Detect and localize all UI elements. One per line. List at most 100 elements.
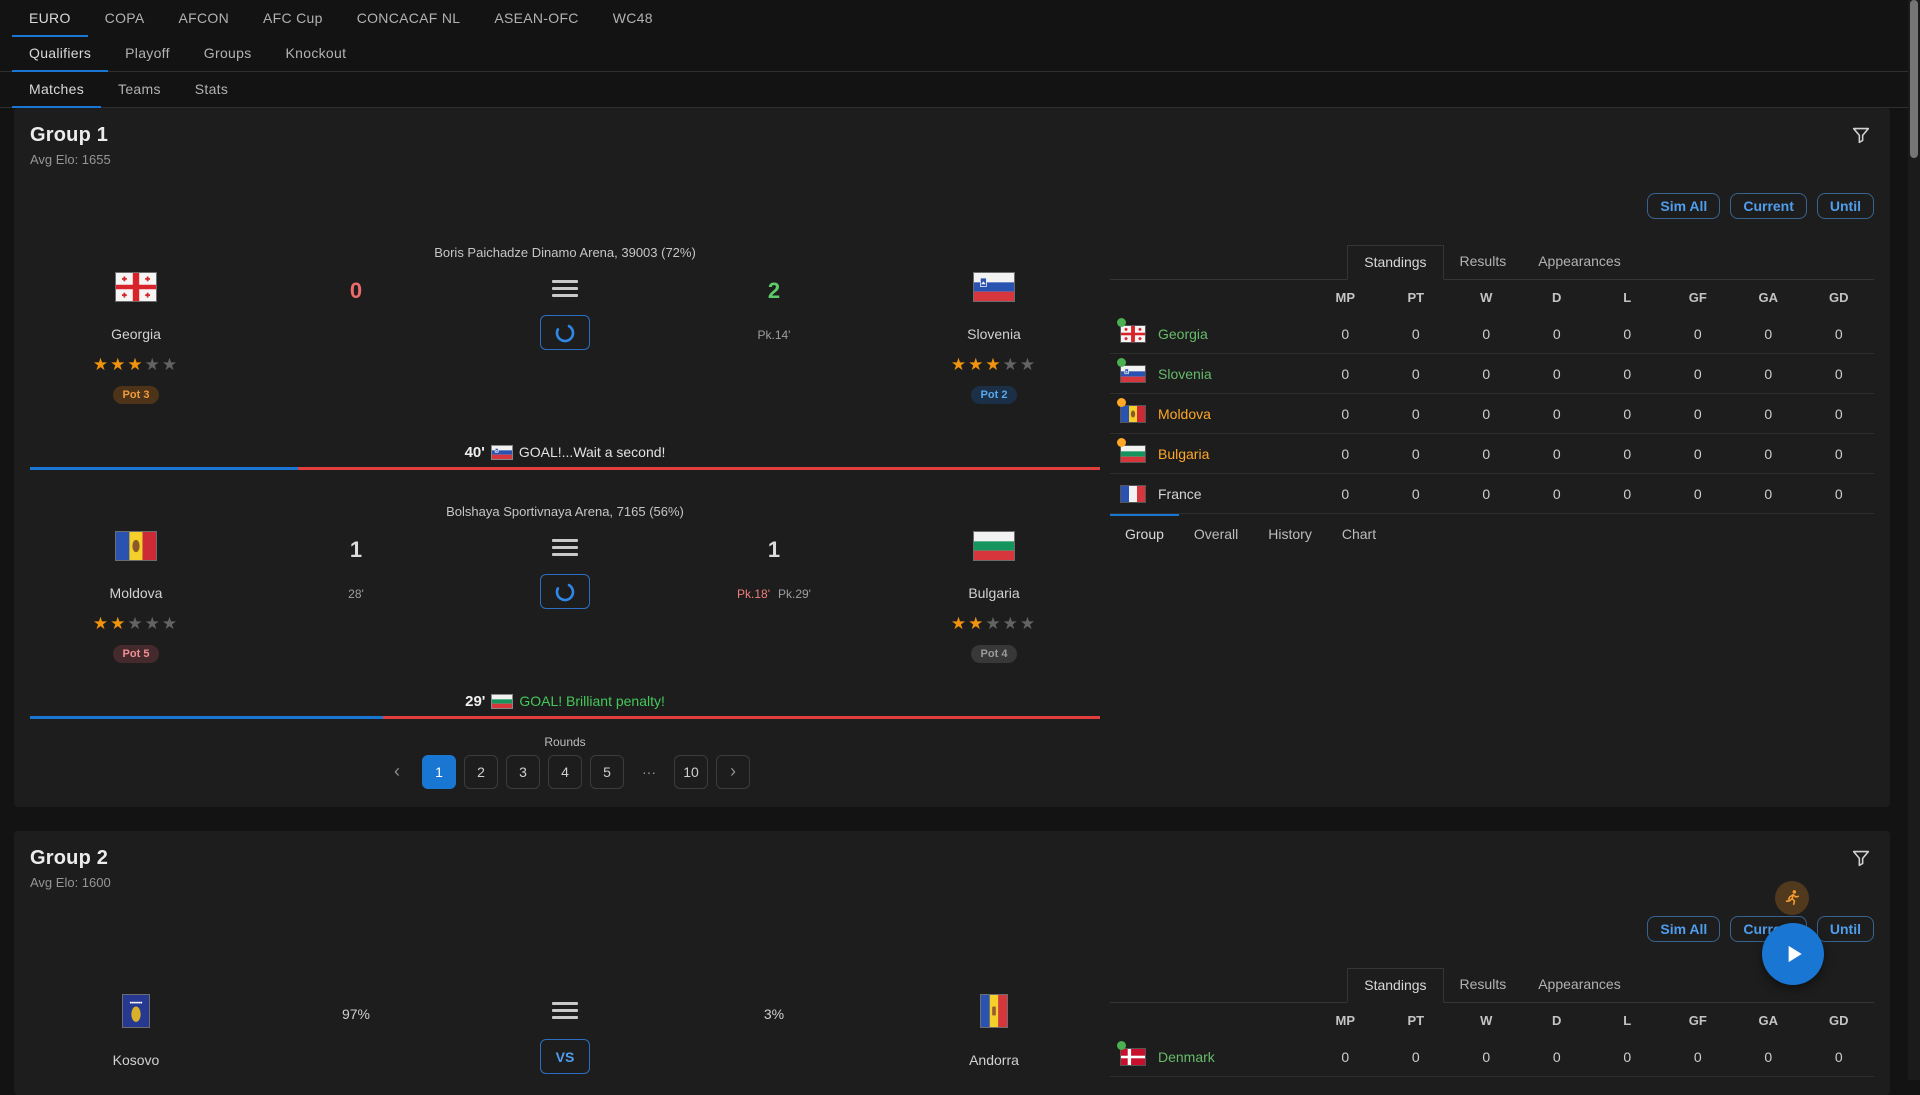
event-message: GOAL!...Wait a second! <box>518 444 666 460</box>
tab-knockout[interactable]: Knockout <box>285 45 347 61</box>
tab-playoff[interactable]: Playoff <box>125 45 170 61</box>
team-name: Moldova <box>109 585 163 601</box>
tab-wc48[interactable]: WC48 <box>612 9 653 26</box>
team-rating-stars: ★★★★★ <box>951 356 1037 373</box>
page-ellipsis[interactable]: ··· <box>632 755 666 789</box>
tab-stats[interactable]: Stats <box>194 81 229 97</box>
tab-standings[interactable]: Standings <box>1347 245 1444 280</box>
tab-groups[interactable]: Groups <box>203 45 252 61</box>
standings-row-france[interactable]: France 0 0 0 0 0 0 0 0 <box>1110 474 1874 514</box>
match-loading-button[interactable] <box>540 574 590 609</box>
tab-matches[interactable]: Matches <box>12 72 102 108</box>
chevron-left-icon[interactable]: ‹ <box>380 755 414 789</box>
team-name[interactable]: Denmark <box>1158 1048 1215 1065</box>
tab-euro[interactable]: EURO <box>12 0 88 37</box>
matches-area: Kosovo 97% VS 3% Andorra <box>30 900 1100 1077</box>
team-name[interactable]: France <box>1158 485 1202 502</box>
page-10[interactable]: 10 <box>674 755 708 789</box>
away-score: 2 <box>767 278 781 303</box>
tab-group[interactable]: Group <box>1110 514 1179 553</box>
tab-afcon[interactable]: AFCON <box>178 9 229 26</box>
match-center-column: VS <box>470 994 660 1074</box>
sim-all-button[interactable]: Sim All <box>1647 193 1721 219</box>
sim-all-button[interactable]: Sim All <box>1647 916 1721 942</box>
team-name: Georgia <box>111 326 161 342</box>
stat-d: 0 <box>1552 485 1561 502</box>
home-score: 0 <box>349 278 363 303</box>
stat-gd: 0 <box>1834 405 1843 422</box>
team-column-kosovo: Kosovo <box>30 994 242 1074</box>
tab-history[interactable]: History <box>1268 526 1312 542</box>
tab-appearances[interactable]: Appearances <box>1538 253 1621 269</box>
scrollbar-thumb[interactable] <box>1910 0 1918 158</box>
tab-qualifiers[interactable]: Qualifiers <box>12 36 109 72</box>
vs-button[interactable]: VS <box>540 1039 590 1074</box>
pot-badge: Pot 3 <box>112 386 160 404</box>
tab-asean-ofc[interactable]: ASEAN-OFC <box>494 9 579 26</box>
column-gd: GD <box>1829 1012 1849 1028</box>
stat-gd: 0 <box>1834 365 1843 382</box>
home-score-column: 0 <box>242 272 470 404</box>
match-loading-button[interactable] <box>540 315 590 350</box>
column-d: D <box>1552 289 1562 305</box>
tab-copa[interactable]: COPA <box>104 9 145 26</box>
standings-row-denmark[interactable]: Denmark 0 0 0 0 0 0 0 0 <box>1110 1037 1874 1077</box>
team-rating-stars: ★★★★★ <box>93 615 179 632</box>
rounds-pagination: Rounds ‹ 1 2 3 4 5 ··· 10 › <box>30 735 1100 789</box>
team-name: Slovenia <box>967 326 1021 342</box>
page-2[interactable]: 2 <box>464 755 498 789</box>
stat-pt: 0 <box>1411 365 1420 382</box>
tab-standings[interactable]: Standings <box>1347 968 1444 1003</box>
page-5[interactable]: 5 <box>590 755 624 789</box>
flag-ge-icon <box>1120 324 1146 343</box>
simulate-play-fab[interactable] <box>1762 923 1824 985</box>
stat-gf: 0 <box>1693 325 1702 342</box>
group-1-header: Group 1 Avg Elo: 1655 <box>30 124 1874 167</box>
tab-results[interactable]: Results <box>1459 976 1507 992</box>
column-w: W <box>1480 1012 1493 1028</box>
stat-w: 0 <box>1482 485 1491 502</box>
standings-row-slovenia[interactable]: Slovenia 0 0 0 0 0 0 0 0 <box>1110 354 1874 394</box>
column-mp: MP <box>1335 289 1356 305</box>
tab-results[interactable]: Results <box>1459 253 1507 269</box>
match-menu-icon[interactable] <box>552 537 578 556</box>
stat-gd: 0 <box>1834 325 1843 342</box>
until-button[interactable]: Until <box>1816 916 1874 942</box>
standings-row-georgia[interactable]: Georgia 0 0 0 0 0 0 0 0 <box>1110 314 1874 354</box>
flag-dk-icon <box>1120 1047 1146 1066</box>
filter-icon[interactable] <box>1850 124 1872 146</box>
star-filled-icon: ★ <box>92 355 111 374</box>
match-menu-icon[interactable] <box>552 1000 578 1019</box>
standings-row-moldova[interactable]: Moldova 0 0 0 0 0 0 0 0 <box>1110 394 1874 434</box>
page-4[interactable]: 4 <box>548 755 582 789</box>
standings-row-bulgaria[interactable]: Bulgaria 0 0 0 0 0 0 0 0 <box>1110 434 1874 474</box>
tab-overall[interactable]: Overall <box>1193 526 1239 542</box>
until-button[interactable]: Until <box>1816 193 1874 219</box>
filter-icon[interactable] <box>1850 847 1872 869</box>
groups-list: Group 1 Avg Elo: 1655 Boris Paichadze Di… <box>0 108 1920 1095</box>
star-filled-icon: ★ <box>985 355 1003 374</box>
chevron-right-icon[interactable]: › <box>716 755 750 789</box>
page-3[interactable]: 3 <box>506 755 540 789</box>
tab-appearances[interactable]: Appearances <box>1538 976 1621 992</box>
play-icon <box>1778 939 1808 969</box>
team-name[interactable]: Georgia <box>1158 325 1208 342</box>
away-score-notes: Pk.14' <box>758 328 791 342</box>
team-name[interactable]: Moldova <box>1158 405 1211 422</box>
flag-fr-icon <box>1120 484 1146 503</box>
flag-md-icon <box>115 531 157 561</box>
page-1[interactable]: 1 <box>422 755 456 789</box>
team-name[interactable]: Bulgaria <box>1158 445 1210 462</box>
away-score: 3% <box>763 1006 785 1022</box>
star-empty-icon: ★ <box>1019 614 1038 633</box>
tab-concacaf-nl[interactable]: CONCACAF NL <box>356 9 461 26</box>
star-filled-icon: ★ <box>950 614 969 633</box>
stat-l: 0 <box>1623 445 1632 462</box>
team-name[interactable]: Slovenia <box>1158 365 1212 382</box>
current-button[interactable]: Current <box>1730 193 1807 219</box>
tab-chart[interactable]: Chart <box>1341 526 1377 542</box>
star-empty-icon: ★ <box>144 614 162 633</box>
tab-teams[interactable]: Teams <box>118 81 161 97</box>
tab-afc-cup[interactable]: AFC Cup <box>263 9 323 26</box>
match-menu-icon[interactable] <box>552 278 578 297</box>
